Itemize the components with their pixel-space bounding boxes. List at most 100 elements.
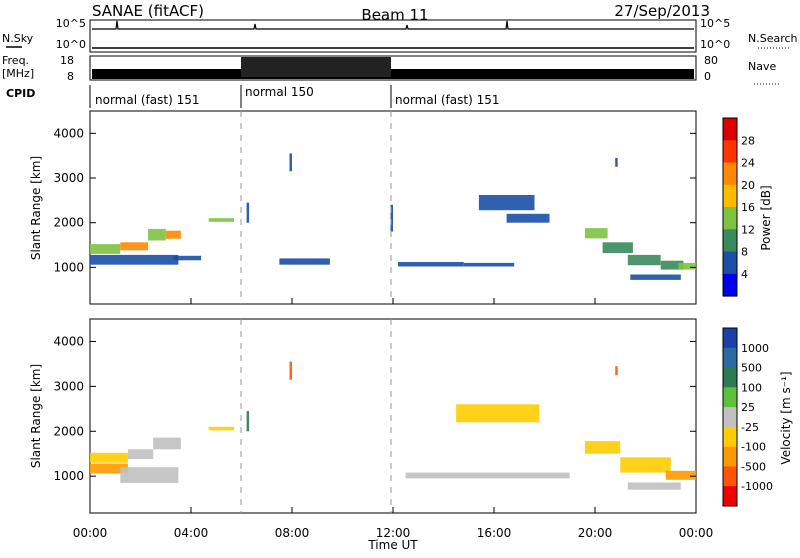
velocity-colorbar-tick-label: -1000 — [741, 480, 773, 493]
velocity-echo-patch — [456, 404, 540, 423]
power-echo-patch — [165, 230, 181, 239]
nave-label: Nave — [748, 60, 776, 73]
velocity-colorbar-tick-label: -500 — [741, 460, 766, 473]
power-echo-patch — [390, 204, 393, 232]
power-echo-patch — [506, 213, 550, 223]
power-y-tick-label: 1000 — [53, 260, 84, 274]
cpid-row: CPID normal (fast) 151 normal 150 normal… — [6, 85, 499, 108]
velocity-colorbar-swatch — [723, 387, 737, 408]
velocity-y-tick-label: 2000 — [53, 424, 84, 438]
freq-label: Freq. — [2, 54, 29, 67]
cpid-segment-2: normal 150 — [245, 85, 314, 99]
cpid-segment-1: normal (fast) 151 — [95, 93, 199, 107]
velocity-colorbar-frame — [722, 327, 738, 507]
power-y-title: Slant Range [km] — [29, 156, 43, 260]
nsky-label: N.Sky — [2, 32, 34, 45]
x-tick-label: 20:00 — [578, 526, 613, 540]
velocity-colorbar-tick-label: 100 — [741, 381, 762, 394]
power-echo-patch — [615, 157, 618, 167]
velocity-colorbar-swatch — [723, 347, 737, 369]
date-title: 27/Sep/2013 — [614, 2, 710, 20]
velocity-echo-patch — [665, 470, 696, 480]
velocity-echo-patch — [208, 426, 234, 431]
velocity-echo-patch — [90, 463, 128, 474]
velocity-colorbar-tick-label: 500 — [741, 362, 762, 375]
velocity-colorbar-tick-label: 1000 — [741, 342, 769, 355]
cpid-segment-3: normal (fast) 151 — [395, 93, 499, 107]
nsky-strip: 10^5 10^0 10^5 10^0 N.Sky N.Search — [2, 17, 798, 53]
velocity-colorbar-title: Velocity [m s⁻¹] — [779, 371, 793, 464]
power-echo-patch — [173, 255, 202, 261]
power-colorbar-tick-label: 20 — [741, 179, 755, 192]
freq-strip: 18 8 80 0 Freq. [MHz] Nave — [2, 54, 780, 85]
power-colorbar: 28 24 20 16 12 8 4 Power [dB] — [722, 117, 773, 297]
power-echo-patch — [678, 262, 696, 270]
power-colorbar-swatch — [723, 162, 737, 186]
velocity-panel: 1000 2000 3000 4000 Slant Range [km] — [29, 318, 697, 514]
power-echo-patch — [90, 254, 179, 265]
nsearch-tick-low: 10^0 — [700, 38, 730, 51]
power-echo-patch — [289, 153, 292, 172]
power-echo-patch — [398, 262, 464, 267]
nave-tick-high: 80 — [704, 54, 718, 67]
nsky-tick-low: 10^0 — [56, 38, 86, 51]
x-axis: 00:00 04:00 08:00 12:00 16:00 20:00 00:00 — [73, 526, 714, 540]
power-colorbar-tick-label: 28 — [741, 134, 755, 147]
power-echo-patch — [478, 195, 535, 211]
velocity-colorbar-swatch — [723, 466, 737, 487]
power-colorbar-tick-label: 24 — [741, 157, 755, 170]
power-colorbar-title: Power [dB] — [759, 185, 773, 250]
velocity-colorbar-tick-label: -100 — [741, 441, 766, 454]
velocity-echo-patch — [584, 441, 621, 454]
power-echo-patch — [627, 254, 661, 266]
power-echo-patch — [279, 258, 330, 265]
x-tick-label: 16:00 — [477, 526, 512, 540]
site-title: SANAE (fitACF) — [92, 2, 204, 20]
freq-tick-high: 18 — [60, 54, 74, 67]
power-panel: 1000 2000 3000 4000 Slant Range [km] — [29, 110, 697, 305]
power-colorbar-tick-label: 4 — [741, 268, 748, 281]
velocity-colorbar-swatch — [723, 426, 737, 448]
power-colorbar-tick-label: 16 — [741, 201, 755, 214]
velocity-colorbar-tick-label: -25 — [741, 421, 759, 434]
x-tick-label: 08:00 — [275, 526, 310, 540]
velocity-y-tick-label: 1000 — [53, 469, 84, 483]
power-colorbar-swatch — [723, 184, 737, 208]
velocity-echo-patch — [620, 457, 671, 473]
power-colorbar-swatch — [723, 118, 737, 141]
power-echo-patch — [660, 260, 684, 270]
power-colorbar-tick-label: 8 — [741, 246, 748, 259]
power-colorbar-tick-label: 12 — [741, 223, 755, 236]
velocity-echo-patch — [246, 411, 250, 432]
velocity-colorbar-swatch — [723, 446, 737, 467]
power-echo-patch — [584, 228, 608, 239]
freq-unit-label: [MHz] — [2, 67, 34, 80]
velocity-echo-patch — [153, 437, 181, 450]
beam-title: Beam 11 — [361, 6, 428, 24]
power-colorbar-swatch — [723, 207, 737, 230]
power-y-tick-label: 2000 — [53, 216, 84, 230]
velocity-colorbar: 1000 500 100 25 -25 -100 -500 -1000 Velocity [m… — [722, 327, 793, 507]
power-y-tick-label: 4000 — [53, 126, 84, 140]
velocity-colorbar-swatch — [723, 407, 737, 428]
x-tick-label: 00:00 — [679, 526, 714, 540]
velocity-colorbar-swatch — [723, 328, 737, 349]
freq-tick-low: 8 — [67, 70, 74, 83]
velocity-echo-patch — [127, 449, 154, 460]
velocity-echo-patch — [90, 452, 128, 463]
power-colorbar-swatch — [723, 229, 737, 253]
velocity-echo-patch — [405, 472, 570, 479]
x-tick-label: 00:00 — [73, 526, 108, 540]
velocity-colorbar-swatch — [723, 486, 737, 507]
velocity-echo-patch — [627, 482, 681, 490]
velocity-echo-patch — [615, 366, 618, 376]
x-tick-label: 04:00 — [174, 526, 209, 540]
nsky-tick-high: 10^5 — [56, 17, 86, 30]
velocity-y-tick-label: 4000 — [53, 334, 84, 348]
velocity-echo-patch — [120, 467, 179, 483]
velocity-colorbar-tick-label: 25 — [741, 401, 755, 414]
velocity-echo-patch — [289, 361, 292, 380]
power-colorbar-frame — [722, 117, 738, 297]
power-colorbar-swatch — [723, 251, 737, 275]
velocity-y-title: Slant Range [km] — [29, 364, 43, 468]
